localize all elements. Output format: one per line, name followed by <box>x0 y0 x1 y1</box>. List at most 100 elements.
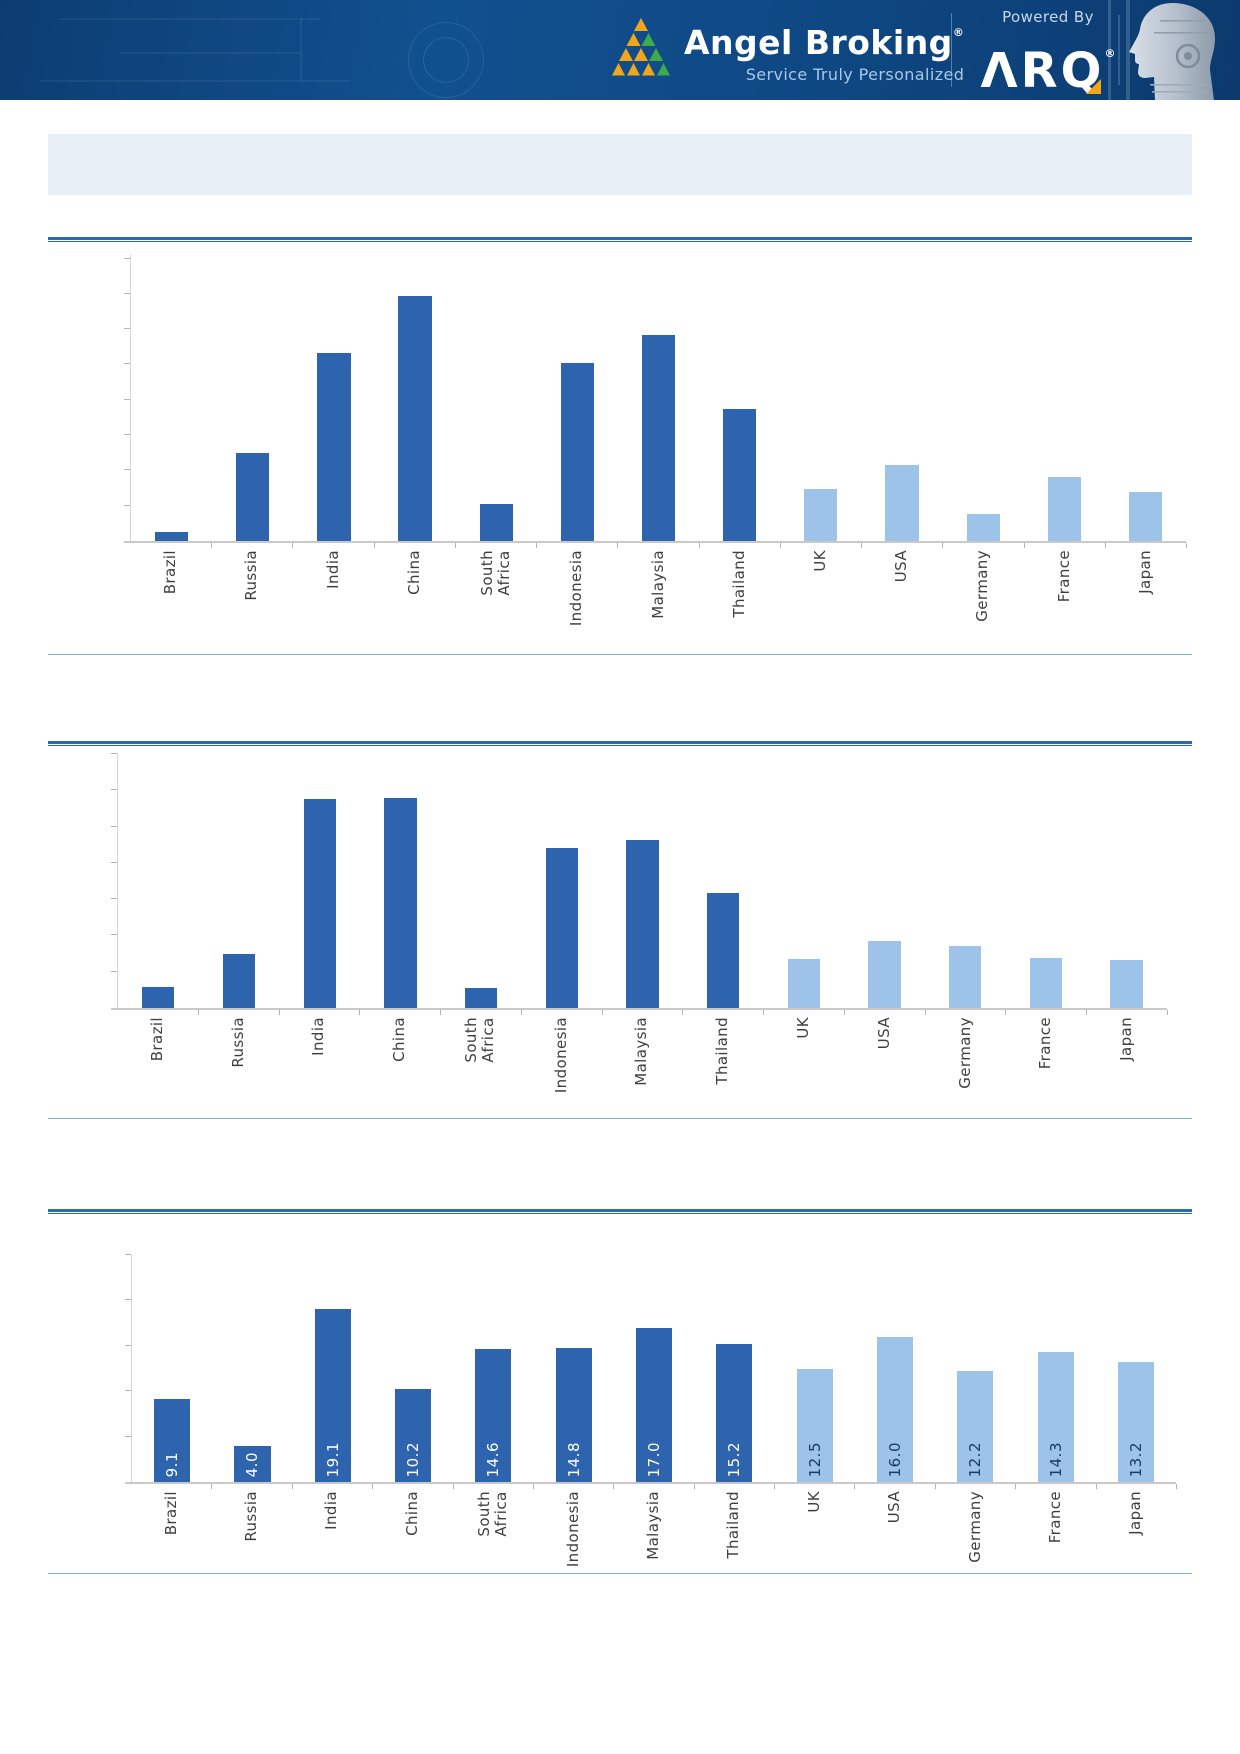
bar <box>966 514 1000 541</box>
category-cell: China <box>359 1017 440 1118</box>
bar-slot <box>844 754 925 1008</box>
bar-slot <box>602 754 683 1008</box>
bar-value-label: 17.0 <box>645 1441 664 1477</box>
chart-3-bar-chart: 9.1 4.0 19.1 10.2 14.6 14.8 17.0 15.2 12.5 16.0 12… <box>125 1254 1177 1573</box>
arq-wordmark: ΛRQ® <box>980 43 1116 99</box>
x-axis-tick <box>359 1010 361 1015</box>
category-cell: Russia <box>211 550 292 654</box>
bar-slot <box>618 255 699 541</box>
x-axis-tick <box>1104 543 1106 548</box>
category-label: South Africa <box>462 1017 498 1063</box>
category-cell: Germany <box>942 550 1023 654</box>
bar-slot <box>537 255 618 541</box>
category-label: Germany <box>965 1491 984 1563</box>
arq-logo: Powered By ΛRQ® <box>968 8 1128 97</box>
category-label: Russia <box>242 1491 261 1542</box>
bar-slot: 16.0 <box>855 1255 935 1482</box>
bar-slot <box>441 754 522 1008</box>
category-label: Indonesia <box>563 1491 582 1568</box>
category-label: Japan <box>1126 1491 1145 1535</box>
category-cell: Germany <box>925 1017 1006 1118</box>
category-label: Malaysia <box>632 1017 651 1086</box>
bar-value-label: 12.2 <box>966 1441 985 1477</box>
x-axis-tick <box>763 1010 765 1015</box>
bar-slot: 14.3 <box>1015 1255 1095 1482</box>
x-axis-tick <box>372 1484 374 1489</box>
bar-slot <box>1024 255 1105 541</box>
category-label: China <box>402 1491 421 1536</box>
bar-value-label: 4.0 <box>243 1451 262 1477</box>
x-axis-tick <box>452 1484 454 1489</box>
bar: 12.5 <box>796 1368 833 1482</box>
category-cell: France <box>1005 1017 1086 1118</box>
bar <box>626 840 659 1008</box>
x-axis-tick <box>774 1484 776 1489</box>
category-cell: UK <box>763 1017 844 1118</box>
category-cell: Malaysia <box>602 1017 683 1118</box>
category-cell: Indonesia <box>521 1017 602 1118</box>
chart-1-bottom-rule <box>48 654 1192 655</box>
bar <box>154 532 189 541</box>
category-label: Thailand <box>724 1491 743 1559</box>
y-axis-tick <box>124 398 130 400</box>
category-label: France <box>1036 1017 1055 1070</box>
circuit-trace-decoration <box>120 52 300 54</box>
bar <box>868 940 901 1008</box>
bar <box>949 945 982 1008</box>
y-axis <box>130 255 131 541</box>
bar <box>464 988 498 1008</box>
chart-3-bottom-rule <box>48 1573 1192 1574</box>
bar: 12.2 <box>957 1371 994 1482</box>
chart-1-heading-rule <box>48 237 1192 242</box>
bar-value-label: 10.2 <box>404 1441 423 1477</box>
bar-slot <box>861 255 942 541</box>
report-body: Brazil Russia India China South Africa Indone… <box>0 134 1240 1754</box>
category-cell: Brazil <box>130 550 211 654</box>
category-label: Indonesia <box>551 1017 570 1094</box>
category-cell: USA <box>844 1017 925 1118</box>
x-axis-tick <box>1186 543 1187 548</box>
bar <box>398 295 432 541</box>
brand-name: Angel Broking® <box>684 23 965 62</box>
category-cell: Malaysia <box>617 550 698 654</box>
bar-value-label: 16.0 <box>885 1441 904 1477</box>
bar-slot: 12.2 <box>935 1255 1015 1482</box>
x-axis-tick <box>934 1484 936 1489</box>
bar-slot <box>699 255 780 541</box>
category-cell: USA <box>855 1491 935 1573</box>
bar-slot <box>212 255 293 541</box>
bar-value-label: 14.3 <box>1046 1441 1065 1477</box>
y-axis <box>131 1255 132 1482</box>
glitch-stripe-decoration <box>1108 0 1111 100</box>
y-axis-tick <box>124 434 130 436</box>
bar <box>1128 491 1163 541</box>
bar: 14.3 <box>1037 1352 1074 1482</box>
bar-slot <box>199 754 280 1008</box>
y-axis <box>117 754 118 1008</box>
category-cell: Malaysia <box>613 1491 693 1573</box>
x-axis-tick <box>440 1010 442 1015</box>
x-axis-tick <box>1086 1010 1088 1015</box>
x-axis-tick <box>924 1010 926 1015</box>
registered-mark: ® <box>952 26 965 39</box>
bar: 4.0 <box>234 1445 271 1482</box>
bar-slot: 13.2 <box>1096 1255 1176 1482</box>
x-axis-tick <box>1176 1484 1177 1489</box>
category-label: Russia <box>242 550 261 601</box>
x-axis-tick <box>454 543 456 548</box>
bar-value-label: 19.1 <box>323 1441 342 1477</box>
x-axis <box>124 541 1186 543</box>
category-cell: Thailand <box>694 1491 774 1573</box>
x-axis-tick <box>693 1484 695 1489</box>
category-cell: France <box>1015 1491 1095 1573</box>
category-label: China <box>390 1017 409 1062</box>
x-axis-tick <box>211 543 213 548</box>
y-axis-tick <box>125 1254 131 1255</box>
bar-value-label: 15.2 <box>725 1441 744 1477</box>
chart-3-section: 9.1 4.0 19.1 10.2 14.6 14.8 17.0 15.2 12.5 16.0 12… <box>48 1209 1192 1574</box>
bar-value-label: 14.6 <box>484 1441 503 1477</box>
category-label: Indonesia <box>567 550 586 627</box>
y-axis-tick <box>124 292 130 294</box>
bar-slot: 17.0 <box>614 1255 694 1482</box>
